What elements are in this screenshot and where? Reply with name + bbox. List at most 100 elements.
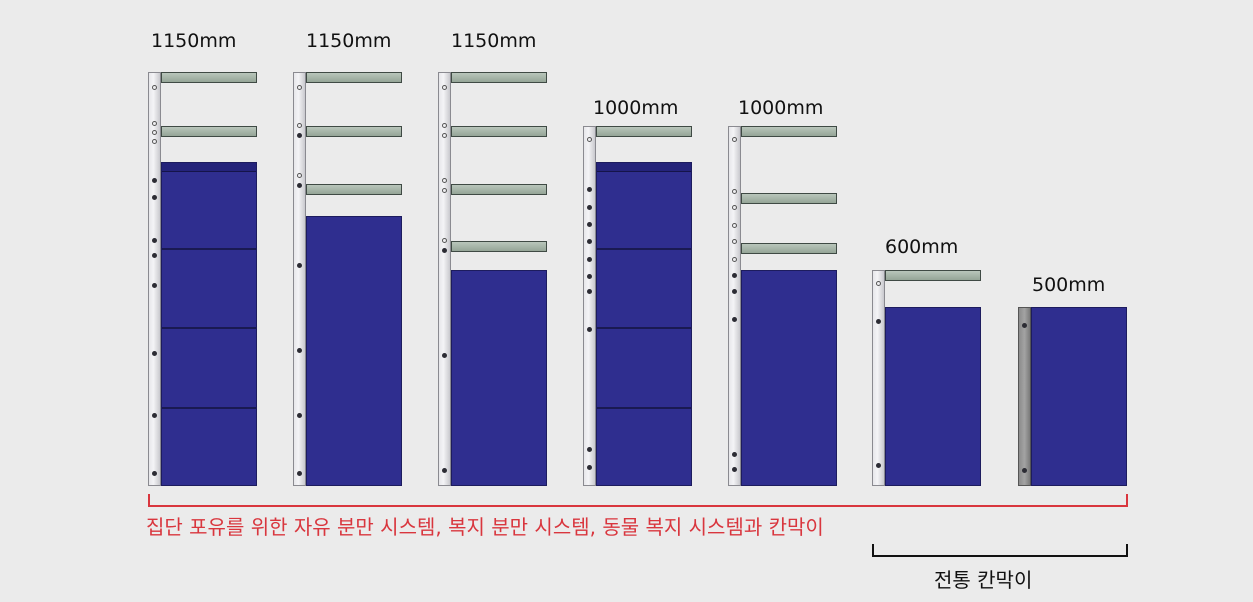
mounting-hole xyxy=(876,463,881,468)
rail xyxy=(451,184,547,195)
mounting-hole xyxy=(732,452,737,457)
height-label: 1150mm xyxy=(306,30,392,52)
mounting-hole xyxy=(442,85,447,90)
rail xyxy=(741,126,837,137)
panel-cap xyxy=(597,163,691,172)
mounting-hole xyxy=(152,283,157,288)
mounting-hole xyxy=(1022,323,1027,328)
mounting-hole xyxy=(297,183,302,188)
mounting-hole xyxy=(876,281,881,286)
post xyxy=(293,72,306,486)
mounting-hole xyxy=(152,130,157,135)
rail xyxy=(885,270,981,281)
post xyxy=(148,72,161,486)
mounting-hole xyxy=(152,413,157,418)
panel xyxy=(885,307,981,486)
panel xyxy=(306,216,402,486)
panel-cap xyxy=(162,163,256,172)
rail xyxy=(161,72,257,83)
panel-seam xyxy=(162,407,256,409)
panel xyxy=(741,270,837,486)
group-label: 집단 포유를 위한 자유 분만 시스템, 복지 분만 시스템, 동물 복지 시스… xyxy=(146,515,824,539)
height-label: 500mm xyxy=(1032,274,1106,296)
mounting-hole xyxy=(587,465,592,470)
mounting-hole xyxy=(152,139,157,144)
mounting-hole xyxy=(587,289,592,294)
height-label: 1150mm xyxy=(451,30,537,52)
post xyxy=(583,126,596,486)
rail xyxy=(161,126,257,137)
mounting-hole xyxy=(732,189,737,194)
mounting-hole xyxy=(587,239,592,244)
mounting-hole xyxy=(442,133,447,138)
mounting-hole xyxy=(297,133,302,138)
mounting-hole xyxy=(152,471,157,476)
rail xyxy=(451,126,547,137)
mounting-hole xyxy=(732,467,737,472)
mounting-hole xyxy=(297,348,302,353)
mounting-hole xyxy=(587,205,592,210)
rail xyxy=(306,72,402,83)
rail xyxy=(306,126,402,137)
mounting-hole xyxy=(297,263,302,268)
rail xyxy=(451,72,547,83)
mounting-hole xyxy=(297,123,302,128)
post xyxy=(872,270,885,486)
height-label: 600mm xyxy=(885,236,959,258)
height-label: 1000mm xyxy=(738,97,824,119)
mounting-hole xyxy=(732,137,737,142)
mounting-hole xyxy=(442,353,447,358)
mounting-hole xyxy=(152,253,157,258)
mounting-hole xyxy=(152,195,157,200)
mounting-hole xyxy=(587,257,592,262)
mounting-hole xyxy=(442,238,447,243)
mounting-hole xyxy=(152,121,157,126)
height-label: 1000mm xyxy=(593,97,679,119)
mounting-hole xyxy=(732,273,737,278)
panel-seam xyxy=(597,327,691,329)
panel-seam xyxy=(597,407,691,409)
post xyxy=(438,72,451,486)
mounting-hole xyxy=(587,187,592,192)
panel xyxy=(596,162,692,486)
mounting-hole xyxy=(732,317,737,322)
panel xyxy=(161,162,257,486)
mounting-hole xyxy=(152,351,157,356)
rail xyxy=(451,241,547,252)
rail xyxy=(741,243,837,254)
mounting-hole xyxy=(732,205,737,210)
traditional-label: 전통 칸막이 xyxy=(934,568,1033,592)
mounting-hole xyxy=(442,188,447,193)
mounting-hole xyxy=(587,137,592,142)
mounting-hole xyxy=(732,257,737,262)
panel xyxy=(451,270,547,486)
panel xyxy=(1031,307,1127,486)
post xyxy=(728,126,741,486)
mounting-hole xyxy=(442,123,447,128)
mounting-hole xyxy=(732,223,737,228)
mounting-hole xyxy=(587,447,592,452)
mounting-hole xyxy=(876,319,881,324)
panel-seam xyxy=(597,248,691,250)
rail xyxy=(596,126,692,137)
mounting-hole xyxy=(732,289,737,294)
mounting-hole xyxy=(297,413,302,418)
mounting-hole xyxy=(732,239,737,244)
group-bracket xyxy=(148,494,1128,507)
mounting-hole xyxy=(587,274,592,279)
mounting-hole xyxy=(442,248,447,253)
mounting-hole xyxy=(587,222,592,227)
mounting-hole xyxy=(1022,468,1027,473)
rail xyxy=(306,184,402,195)
traditional-bracket xyxy=(872,544,1128,557)
mounting-hole xyxy=(442,178,447,183)
height-label: 1150mm xyxy=(151,30,237,52)
panel-seam xyxy=(162,327,256,329)
panel-seam xyxy=(162,248,256,250)
mounting-hole xyxy=(297,471,302,476)
rail xyxy=(741,193,837,204)
mounting-hole xyxy=(297,85,302,90)
mounting-hole xyxy=(152,85,157,90)
mounting-hole xyxy=(587,327,592,332)
